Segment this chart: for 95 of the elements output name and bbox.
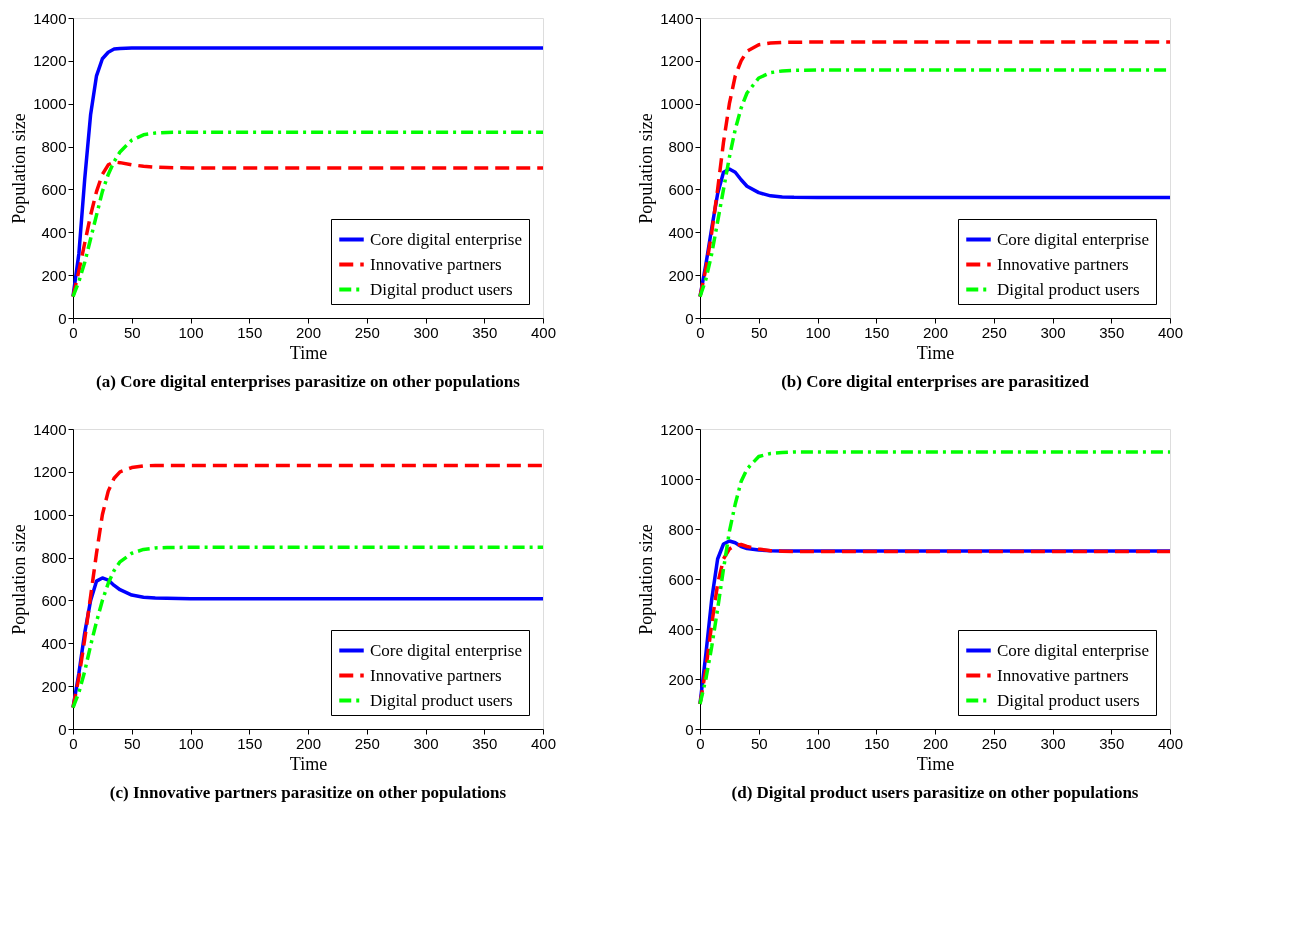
- x-tick-label: 350: [1099, 734, 1125, 752]
- x-tick-label: 150: [864, 323, 890, 341]
- x-tick-label: 150: [864, 734, 890, 752]
- x-tick-label: 400: [530, 323, 557, 341]
- y-tick-label: 0: [58, 720, 67, 738]
- x-tick-label: 0: [696, 734, 705, 752]
- x-tick-label: 300: [1040, 734, 1066, 752]
- y-tick-label: 400: [41, 634, 67, 652]
- x-tick-label: 50: [750, 734, 768, 752]
- line-series: [71, 130, 545, 299]
- y-tick-label: 0: [685, 720, 694, 738]
- y-tick-label: 400: [668, 223, 694, 241]
- y-tick-label: 800: [668, 138, 694, 156]
- legend-label: Core digital enterprise: [370, 229, 523, 249]
- x-tick-label: 300: [1040, 323, 1066, 341]
- x-tick-label: 200: [922, 734, 949, 752]
- x-tick-label: 200: [922, 323, 949, 341]
- y-tick-label: 600: [41, 180, 67, 198]
- y-tick-label: 600: [668, 570, 694, 588]
- x-axis-title: Time: [289, 342, 328, 363]
- y-tick-label: 200: [668, 266, 694, 284]
- y-axis-title: Population size: [636, 113, 657, 224]
- legend-label: Innovative partners: [370, 254, 502, 274]
- x-tick-label: 50: [750, 323, 768, 341]
- text: (a) Core digital enterprises parasitize on other populations: [96, 372, 521, 391]
- legend-label: Core digital enterprise: [370, 640, 523, 660]
- y-tick-label: 1000: [33, 506, 67, 524]
- line-series: [71, 160, 545, 299]
- y-tick-label: 1000: [660, 95, 694, 113]
- x-tick-label: 400: [530, 734, 557, 752]
- y-tick-label: 800: [41, 138, 67, 156]
- x-tick-label: 100: [805, 323, 831, 341]
- x-tick-label: 350: [472, 734, 498, 752]
- y-tick-label: 200: [41, 677, 67, 695]
- x-tick-label: 250: [981, 734, 1007, 752]
- legend-label: Digital product users: [370, 279, 513, 299]
- legend-label: Core digital enterprise: [997, 640, 1150, 660]
- y-tick-label: 600: [41, 591, 67, 609]
- y-tick-label: 0: [58, 309, 67, 327]
- y-axis-title: Population size: [636, 524, 657, 635]
- y-tick-label: 200: [41, 266, 67, 284]
- legend-label: Digital product users: [997, 279, 1140, 299]
- x-axis-title: Time: [916, 342, 955, 363]
- legend-label: Digital product users: [370, 690, 513, 710]
- x-tick-label: 200: [295, 734, 322, 752]
- x-tick-label: 0: [696, 323, 705, 341]
- x-tick-label: 400: [1157, 323, 1184, 341]
- x-axis-title: Time: [916, 753, 955, 774]
- x-tick-label: 400: [1157, 734, 1184, 752]
- legend-label: Innovative partners: [370, 665, 502, 685]
- y-tick-label: 1200: [33, 463, 67, 481]
- x-tick-label: 250: [354, 323, 380, 341]
- x-tick-label: 50: [123, 323, 141, 341]
- y-tick-label: 800: [668, 520, 694, 538]
- x-axis-title: Time: [289, 753, 328, 774]
- x-tick-label: 150: [237, 734, 263, 752]
- y-axis-title: Population size: [9, 524, 30, 635]
- x-tick-label: 0: [69, 323, 78, 341]
- x-tick-label: 100: [805, 734, 831, 752]
- x-tick-label: 100: [178, 734, 204, 752]
- y-tick-label: 1200: [660, 52, 694, 70]
- x-tick-label: 100: [178, 323, 204, 341]
- y-tick-label: 1200: [33, 52, 67, 70]
- x-tick-label: 0: [69, 734, 78, 752]
- y-tick-label: 200: [668, 670, 694, 688]
- x-tick-label: 250: [981, 323, 1007, 341]
- y-tick-label: 1400: [660, 9, 694, 27]
- legend-label: Digital product users: [997, 690, 1140, 710]
- y-tick-label: 600: [668, 180, 694, 198]
- x-tick-label: 200: [295, 323, 322, 341]
- x-tick-label: 50: [123, 734, 141, 752]
- x-tick-label: 150: [237, 323, 263, 341]
- y-tick-label: 400: [668, 620, 694, 638]
- y-tick-label: 1000: [33, 95, 67, 113]
- legend-label: Innovative partners: [997, 665, 1129, 685]
- y-tick-label: 400: [41, 223, 67, 241]
- legend-label: Core digital enterprise: [997, 229, 1150, 249]
- x-tick-label: 300: [413, 323, 439, 341]
- x-tick-label: 350: [1099, 323, 1125, 341]
- y-axis-title: Population size: [9, 113, 30, 224]
- text: (b) Core digital enterprises are parasitized: [781, 372, 1090, 391]
- y-tick-label: 800: [41, 549, 67, 567]
- y-tick-label: 1000: [660, 470, 694, 488]
- x-tick-label: 300: [413, 734, 439, 752]
- x-tick-label: 250: [354, 734, 380, 752]
- y-tick-label: 0: [685, 309, 694, 327]
- line-series: [71, 463, 545, 710]
- legend-label: Innovative partners: [997, 254, 1129, 274]
- y-tick-label: 1200: [660, 420, 694, 438]
- y-tick-label: 1400: [33, 9, 67, 27]
- text: (d) Digital product users parasitize on other populations: [731, 783, 1139, 802]
- x-tick-label: 350: [472, 323, 498, 341]
- y-tick-label: 1400: [33, 420, 67, 438]
- text: (c) Innovative partners parasitize on other populations: [109, 783, 507, 802]
- line-series: [71, 545, 545, 710]
